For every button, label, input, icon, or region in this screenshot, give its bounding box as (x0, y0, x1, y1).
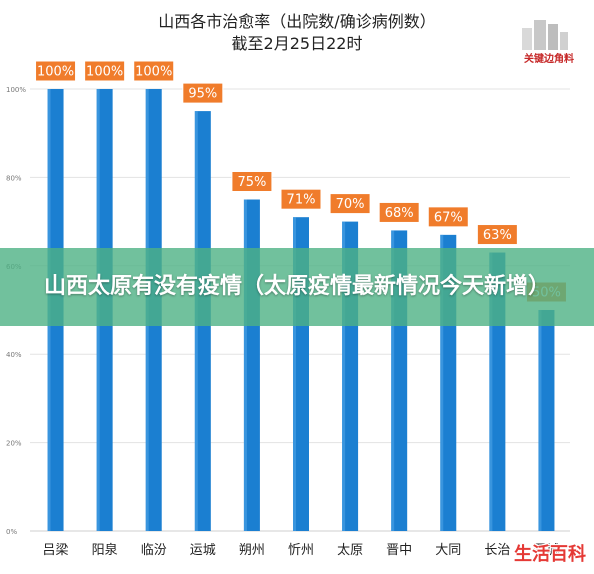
category-label: 运城 (190, 543, 216, 558)
value-label: 71% (287, 193, 316, 208)
chart-subtitle: 截至2月25日22时 (231, 34, 363, 53)
bar-highlight (489, 252, 493, 532)
value-label-box (378, 201, 420, 223)
value-label-box (280, 188, 322, 210)
category-label: 大同 (435, 543, 461, 558)
category-label: 临汾 (141, 543, 167, 558)
chart-title: 山西各市治愈率（出院数/确诊病例数） (158, 12, 436, 31)
bar-highlight (243, 199, 247, 531)
bar-highlight (440, 234, 444, 532)
category-label: 晋城 (533, 543, 559, 558)
bar (538, 310, 555, 531)
value-label-box (427, 206, 469, 228)
value-label-box (476, 224, 518, 246)
category-label: 吕梁 (43, 543, 69, 558)
y-tick-label: 0% (6, 528, 17, 536)
watermark-logo-text: 关键边角料 (524, 54, 574, 65)
value-label: 70% (336, 197, 365, 212)
value-label: 100% (135, 65, 172, 80)
value-label: 67% (434, 210, 463, 225)
category-label: 太原 (337, 543, 363, 558)
bar-highlight (293, 217, 296, 531)
value-label: 63% (483, 228, 512, 243)
y-tick-label: 80% (6, 174, 22, 182)
value-label-box (133, 60, 175, 82)
value-label-box (182, 82, 224, 104)
value-label: 95% (188, 87, 217, 102)
headline-banner: 山西太原有没有疫情（太原疫情最新情况今天新增） (0, 248, 594, 326)
y-tick-label: 40% (6, 351, 22, 359)
value-label: 100% (86, 65, 123, 80)
value-label-box (231, 171, 273, 192)
value-label-box (84, 60, 126, 82)
category-label: 长治 (484, 543, 510, 558)
category-label: 忻州 (288, 543, 314, 558)
value-label-box (329, 193, 371, 215)
watermark-logo-icon (522, 20, 568, 50)
bar-highlight (391, 230, 395, 531)
y-tick-label: 20% (6, 440, 22, 448)
y-tick-label: 100% (6, 86, 26, 94)
category-label: 阳泉 (92, 542, 118, 558)
category-label: 朔州 (239, 543, 265, 558)
bar-highlight (342, 221, 346, 531)
footer-brand-logo: 生活百科 (514, 544, 586, 565)
value-label-box (35, 60, 77, 82)
value-label: 68% (385, 206, 414, 221)
value-label: 100% (37, 65, 74, 80)
category-label: 晋中 (386, 543, 412, 558)
bar-highlight (538, 310, 542, 531)
headline-text: 山西太原有没有疫情（太原疫情最新情况今天新增） (43, 274, 550, 299)
value-label: 75% (237, 175, 266, 190)
